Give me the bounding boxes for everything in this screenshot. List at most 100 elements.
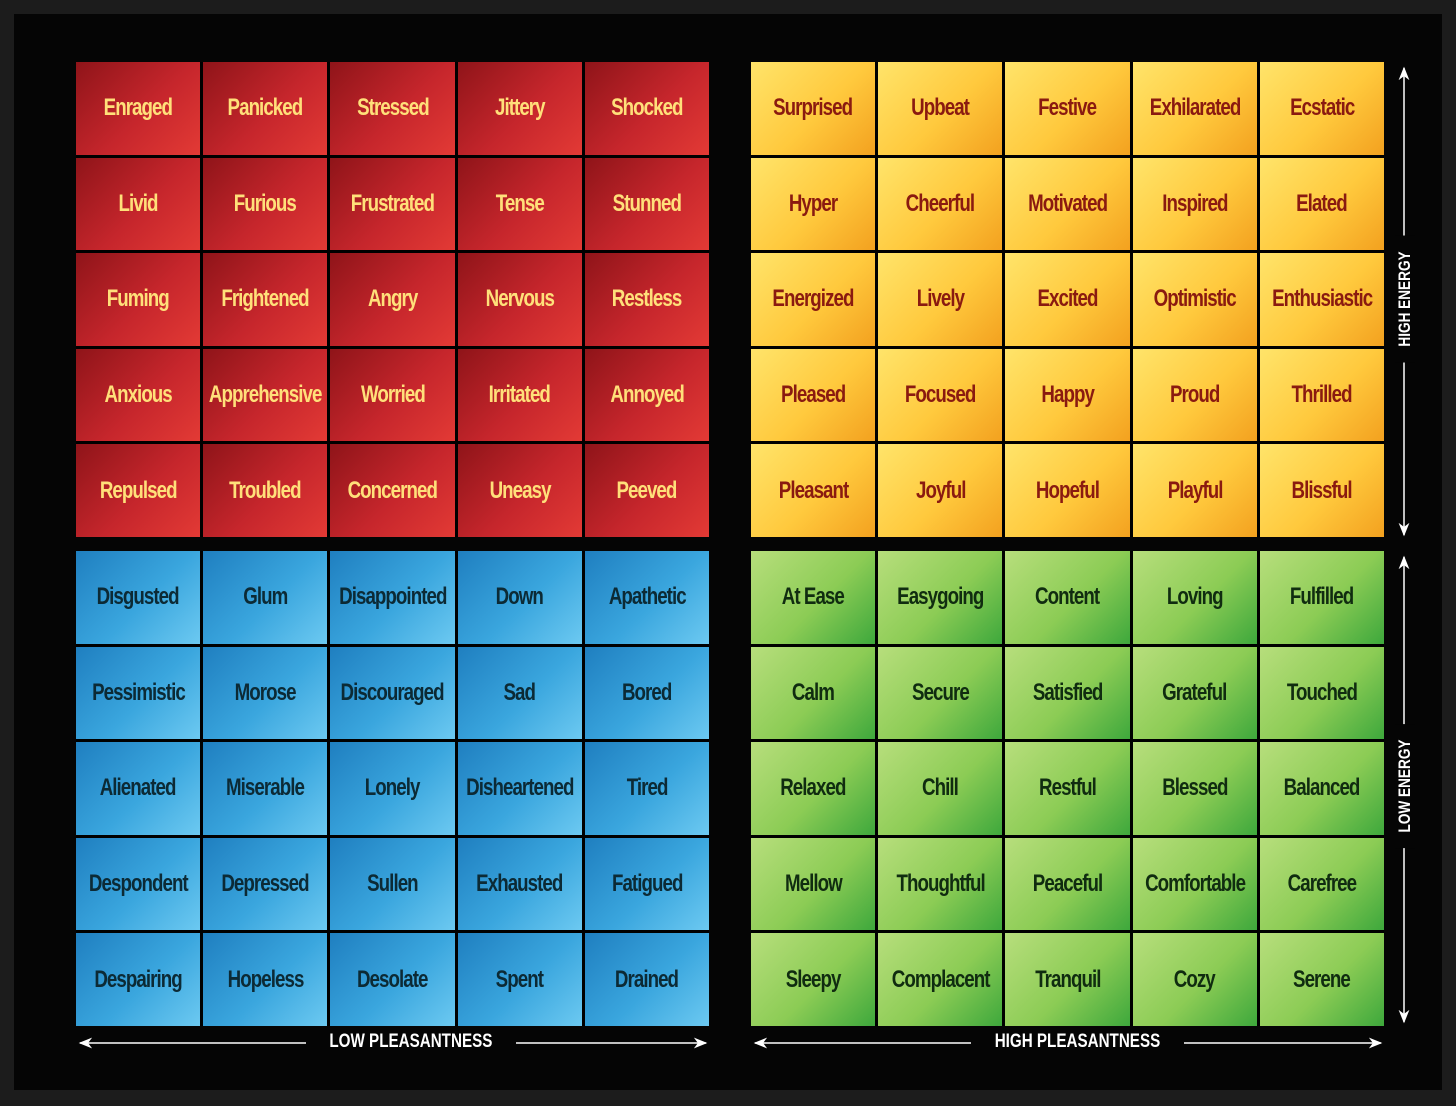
emotion-cell-green: Comfortable <box>1132 837 1257 931</box>
emotion-cell-red: Furious <box>203 157 328 251</box>
emotion-label: Optimistic <box>1153 285 1237 313</box>
emotion-label: Exhausted <box>476 870 564 898</box>
emotion-cell-blue: Apathetic <box>584 551 709 644</box>
emotion-label: Serene <box>1293 965 1351 993</box>
emotion-cell-green: Peaceful <box>1005 837 1130 931</box>
emotion-cell-green: Content <box>1005 551 1130 644</box>
emotion-label: Concerned <box>347 476 438 504</box>
emotion-cell-blue: Hopeless <box>203 933 328 1026</box>
high-energy-label: HIGH ENERGY <box>1395 235 1415 363</box>
emotion-label: Tired <box>626 774 669 802</box>
emotion-cell-red: Worried <box>330 348 455 442</box>
emotion-cell-red: Frustrated <box>330 157 455 251</box>
emotion-cell-red: Concerned <box>330 444 455 537</box>
emotion-cell-green: Chill <box>878 742 1003 835</box>
emotion-label: Content <box>1035 583 1100 611</box>
emotion-cell-red: Restless <box>584 253 709 346</box>
emotion-cell-yellow: Thrilled <box>1259 348 1384 442</box>
emotion-cell-red: Jittery <box>457 62 582 155</box>
emotion-cell-blue: Lonely <box>330 742 455 835</box>
emotion-cell-yellow: Upbeat <box>878 62 1003 155</box>
emotion-label: Drained <box>615 965 679 993</box>
emotion-cell-red: Angry <box>330 253 455 346</box>
emotion-cell-green: Balanced <box>1259 742 1384 835</box>
emotion-label: Complacent <box>891 965 990 993</box>
emotion-cell-green: Restful <box>1005 742 1130 835</box>
emotion-cell-yellow: Excited <box>1005 253 1130 346</box>
emotion-label: Despairing <box>94 965 182 993</box>
emotion-label: Lonely <box>365 774 421 802</box>
emotion-cell-green: At Ease <box>751 551 876 644</box>
emotion-cell-blue: Glum <box>203 551 328 644</box>
emotion-cell-green: Touched <box>1259 646 1384 740</box>
emotion-label: Easygoing <box>897 583 984 611</box>
emotion-label: Spent <box>496 965 544 993</box>
emotion-cell-yellow: Cheerful <box>878 157 1003 251</box>
emotion-cell-red: Tense <box>457 157 582 251</box>
emotion-cell-yellow: Hyper <box>751 157 876 251</box>
emotion-cell-blue: Drained <box>584 933 709 1026</box>
emotion-label: Elated <box>1296 189 1348 217</box>
emotion-label: Calm <box>792 678 835 706</box>
emotion-label: Glum <box>243 583 288 611</box>
emotion-cell-green: Secure <box>878 646 1003 740</box>
low-energy-label: LOW ENERGY <box>1395 723 1415 849</box>
emotion-label: Inspired <box>1162 189 1228 217</box>
emotion-cell-green: Satisfied <box>1005 646 1130 740</box>
emotion-cell-yellow: Ecstatic <box>1259 62 1384 155</box>
emotion-label: Sleepy <box>785 965 842 993</box>
emotion-cell-red: Repulsed <box>76 444 201 537</box>
emotion-label: Enthusiastic <box>1271 285 1373 313</box>
emotion-label: Bored <box>622 678 672 706</box>
emotion-cell-blue: Despairing <box>76 933 201 1026</box>
emotion-cell-yellow: Enthusiastic <box>1259 253 1384 346</box>
emotion-cell-red: Irritated <box>457 348 582 442</box>
emotion-label: Morose <box>234 678 297 706</box>
emotion-cell-yellow: Focused <box>878 348 1003 442</box>
emotion-label: Worried <box>360 381 426 409</box>
quadrant-yellow: Surprised Upbeat Festive Exhilarated Ecstati… <box>751 62 1384 537</box>
emotion-cell-blue: Despondent <box>76 837 201 931</box>
emotion-label: Peaceful <box>1032 870 1103 898</box>
emotion-label: Lively <box>916 285 965 313</box>
emotion-cell-yellow: Happy <box>1005 348 1130 442</box>
emotion-cell-green: Calm <box>751 646 876 740</box>
emotion-label: Frightened <box>221 285 310 313</box>
emotion-label: Energized <box>772 285 855 313</box>
emotion-label: Happy <box>1041 381 1094 409</box>
emotion-label: Stressed <box>356 94 430 122</box>
emotion-label: Blissful <box>1291 476 1353 504</box>
emotion-label: Livid <box>118 189 159 217</box>
emotion-label: Restless <box>612 285 682 313</box>
emotion-label: Upbeat <box>911 94 970 122</box>
emotion-cell-blue: Miserable <box>203 742 328 835</box>
emotion-label: Pleasant <box>778 476 848 504</box>
emotion-label: Stunned <box>612 189 682 217</box>
emotion-cell-blue: Discouraged <box>330 646 455 740</box>
emotion-cell-blue: Morose <box>203 646 328 740</box>
emotion-cell-red: Anxious <box>76 348 201 442</box>
emotion-label: Exhilarated <box>1149 94 1241 122</box>
emotion-label: Tense <box>495 189 545 217</box>
emotion-label: Annoyed <box>610 381 684 409</box>
emotion-cell-yellow: Hopeful <box>1005 444 1130 537</box>
emotion-label: Surprised <box>773 94 854 122</box>
emotion-label: Nervous <box>485 285 555 313</box>
high-pleasantness-label: HIGH PLEASANTNESS <box>971 1031 1184 1053</box>
emotion-cell-yellow: Blissful <box>1259 444 1384 537</box>
emotion-cell-green: Fulfilled <box>1259 551 1384 644</box>
emotion-cell-green: Relaxed <box>751 742 876 835</box>
emotion-label: Balanced <box>1284 774 1361 802</box>
emotion-cell-yellow: Lively <box>878 253 1003 346</box>
emotion-cell-blue: Spent <box>457 933 582 1026</box>
emotion-label: Ecstatic <box>1289 94 1355 122</box>
emotion-cell-green: Sleepy <box>751 933 876 1026</box>
emotion-cell-red: Stressed <box>330 62 455 155</box>
emotion-cell-green: Thoughtful <box>878 837 1003 931</box>
emotion-label: Loving <box>1166 583 1224 611</box>
emotion-label: Alienated <box>100 774 177 802</box>
emotion-cell-green: Blessed <box>1132 742 1257 835</box>
emotion-cell-blue: Desolate <box>330 933 455 1026</box>
emotion-label: Uneasy <box>489 476 551 504</box>
